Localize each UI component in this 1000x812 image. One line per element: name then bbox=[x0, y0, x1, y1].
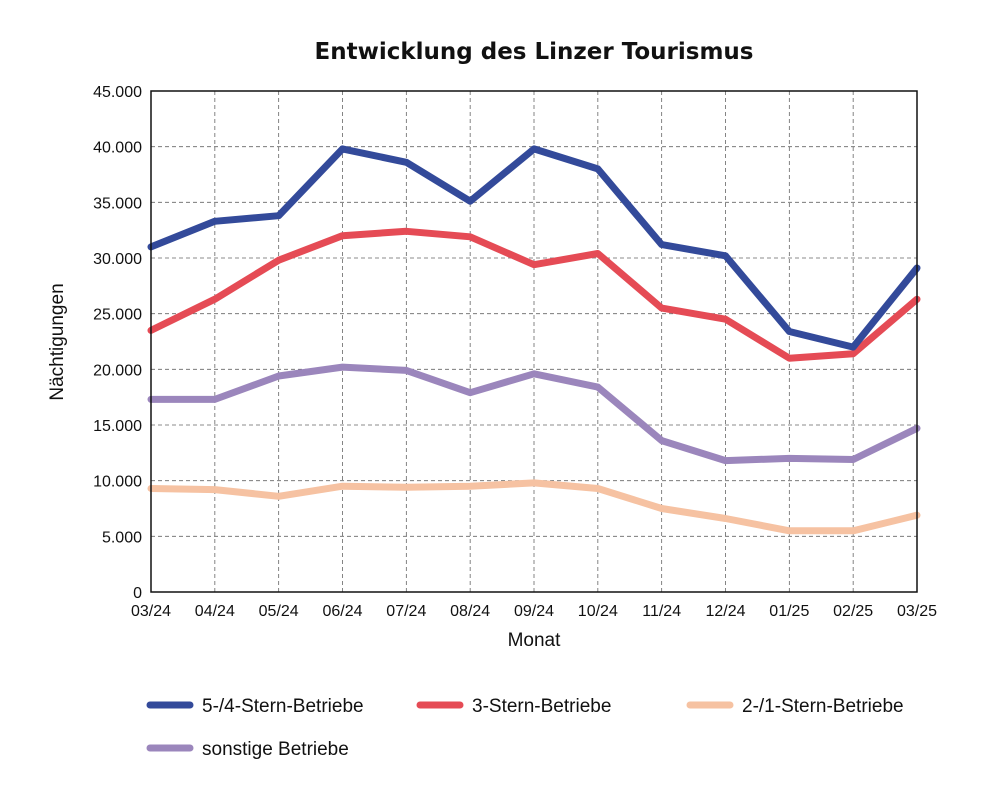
legend: 5-/4-Stern-Betriebe 3-Stern-Betriebe 2-/1-… bbox=[146, 696, 904, 760]
y-tick-label: 35.000 bbox=[93, 195, 142, 212]
x-tick-label: 11/24 bbox=[642, 603, 681, 620]
x-tick-label: 06/24 bbox=[322, 603, 362, 620]
x-tick-label: 07/24 bbox=[386, 603, 426, 620]
chart-title: Entwicklung des Linzer Tourismus bbox=[314, 39, 753, 65]
plot-frame bbox=[150, 90, 918, 593]
gridlines bbox=[151, 91, 917, 592]
y-tick-label: 20.000 bbox=[93, 362, 142, 379]
y-tick-label: 5.000 bbox=[102, 529, 142, 546]
x-tick-label: 04/24 bbox=[195, 603, 235, 620]
y-tick-label: 10.000 bbox=[93, 474, 142, 491]
y-tick-label: 25.000 bbox=[93, 307, 142, 324]
x-axis-title: Monat bbox=[508, 630, 562, 651]
plot-series bbox=[147, 145, 921, 535]
y-tick-label: 0 bbox=[133, 585, 142, 602]
series-line bbox=[147, 227, 921, 362]
x-tick-label: 03/25 bbox=[897, 603, 937, 620]
x-tick-label: 09/24 bbox=[514, 603, 554, 620]
x-tick-label: 08/24 bbox=[450, 603, 490, 620]
x-tick-label: 03/24 bbox=[131, 603, 171, 620]
x-tick-label: 10/24 bbox=[578, 603, 618, 620]
y-axis-title: Nächtigungen bbox=[47, 283, 68, 400]
series-line bbox=[147, 145, 921, 351]
y-tick-labels: 0 5.000 10.000 15.000 20.000 25.000 30.000 35.0… bbox=[93, 84, 142, 602]
x-tick-labels: 03/24 04/24 05/24 06/24 07/24 08/24 09/24 10/24… bbox=[131, 603, 937, 620]
legend-label: sonstige Betriebe bbox=[202, 739, 349, 760]
series-line bbox=[147, 479, 921, 535]
series-line bbox=[147, 363, 921, 465]
x-tick-label: 01/25 bbox=[769, 603, 809, 620]
y-tick-label: 30.000 bbox=[93, 251, 142, 268]
legend-label: 2-/1-Stern-Betriebe bbox=[742, 696, 904, 717]
legend-label: 5-/4-Stern-Betriebe bbox=[202, 696, 364, 717]
legend-label: 3-Stern-Betriebe bbox=[472, 696, 611, 717]
y-tick-label: 15.000 bbox=[93, 418, 142, 435]
y-tick-label: 45.000 bbox=[93, 84, 142, 101]
x-tick-label: 12/24 bbox=[705, 603, 745, 620]
x-tick-label: 05/24 bbox=[259, 603, 299, 620]
x-tick-label: 02/25 bbox=[833, 603, 873, 620]
y-tick-label: 40.000 bbox=[93, 140, 142, 157]
